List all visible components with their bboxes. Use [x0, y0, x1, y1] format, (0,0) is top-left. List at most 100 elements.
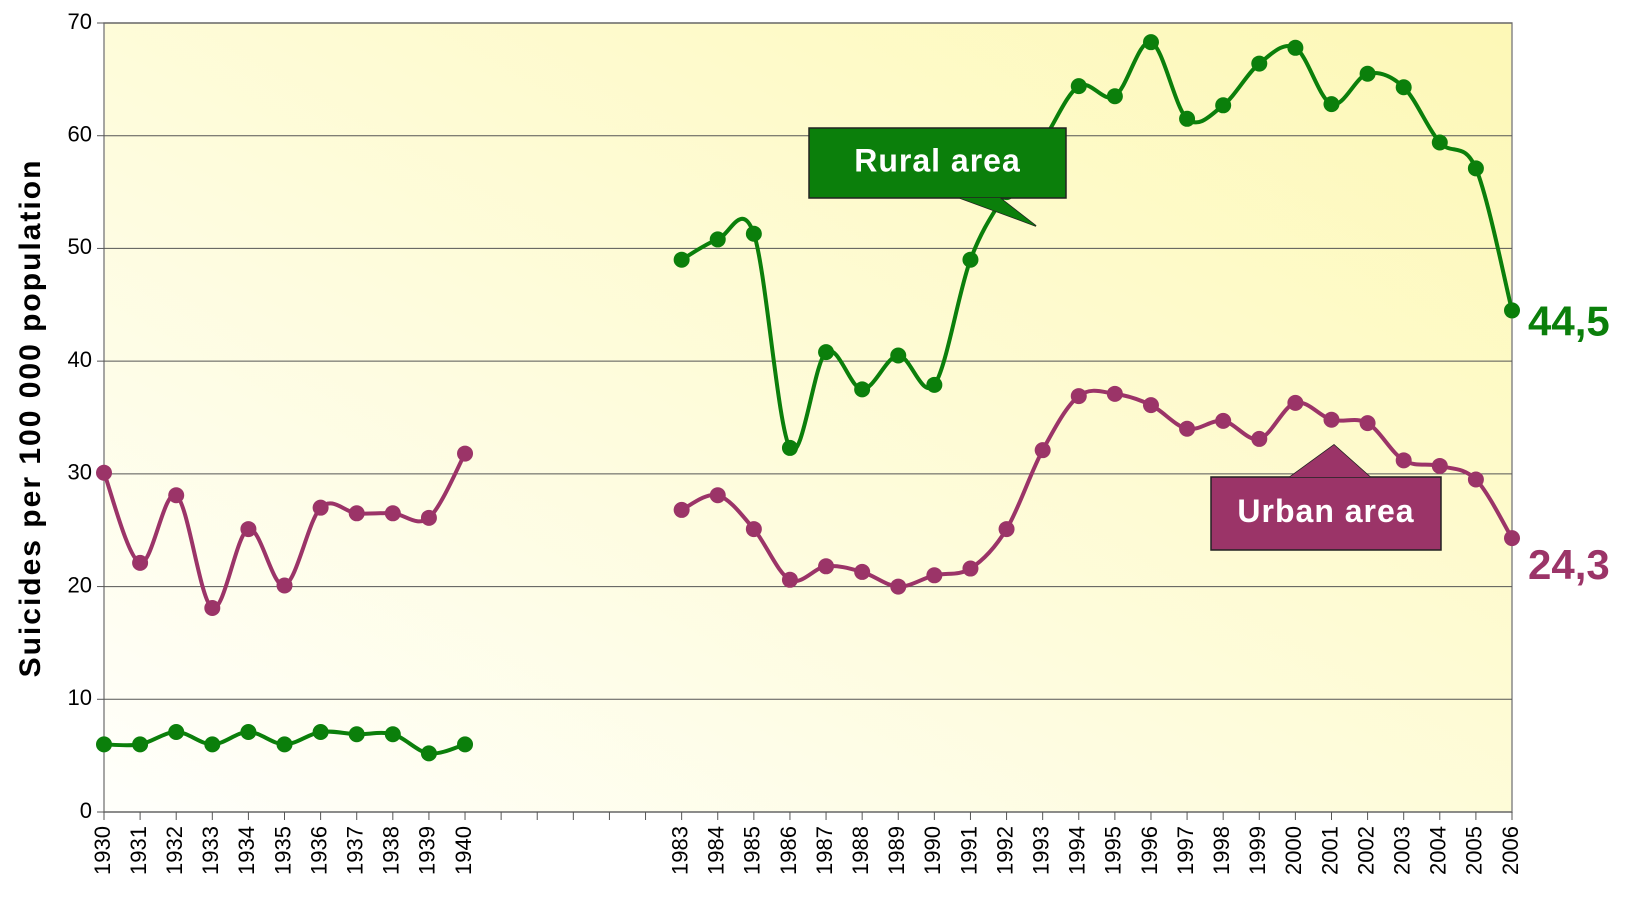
- data-point: [132, 554, 149, 571]
- x-tick-label: 2000: [1281, 826, 1306, 875]
- legend-label: Urban area: [1237, 493, 1414, 529]
- legend-callout: Rural area: [808, 127, 1067, 227]
- y-tick-label: 50: [68, 234, 92, 259]
- data-point: [1106, 385, 1123, 402]
- y-axis-label: Suicides per 100 000 population: [14, 159, 47, 678]
- data-point: [1467, 160, 1484, 177]
- x-tick-label: 2002: [1353, 826, 1378, 875]
- data-point: [1251, 55, 1268, 72]
- y-tick-label: 40: [68, 347, 92, 372]
- data-point: [312, 723, 329, 740]
- x-tick-label: 2006: [1498, 826, 1523, 875]
- data-point: [1431, 457, 1448, 474]
- data-point: [1287, 39, 1304, 56]
- y-tick-label: 30: [68, 460, 92, 485]
- data-point: [998, 521, 1015, 538]
- data-point: [673, 501, 690, 518]
- x-tick-label: 2003: [1390, 826, 1415, 875]
- data-point: [890, 347, 907, 364]
- data-point: [926, 376, 943, 393]
- data-point: [1359, 65, 1376, 82]
- data-point: [457, 445, 474, 462]
- data-point: [1431, 134, 1448, 151]
- x-tick-label: 2004: [1426, 826, 1451, 875]
- data-point: [1395, 452, 1412, 469]
- x-tick-label: 1996: [1137, 826, 1162, 875]
- data-point: [745, 225, 762, 242]
- x-tick-label: 1931: [126, 826, 151, 875]
- data-point: [709, 487, 726, 504]
- data-point: [1070, 78, 1087, 95]
- y-tick-label: 10: [68, 685, 92, 710]
- x-tick-label: 1989: [884, 826, 909, 875]
- x-tick-label: 1983: [667, 826, 692, 875]
- data-point: [1070, 388, 1087, 405]
- data-point: [854, 381, 871, 398]
- legend-label: Rural area: [854, 142, 1021, 178]
- data-point: [1179, 420, 1196, 437]
- x-tick-label: 1993: [1028, 826, 1053, 875]
- x-tick-label: 1997: [1173, 826, 1198, 875]
- end-value-label: 44,5: [1528, 298, 1610, 345]
- data-point: [781, 571, 798, 588]
- data-point: [781, 439, 798, 456]
- data-point: [818, 344, 835, 361]
- data-point: [1504, 302, 1520, 319]
- data-point: [240, 723, 257, 740]
- x-tick-label: 1984: [704, 826, 729, 875]
- data-point: [96, 464, 112, 481]
- data-point: [1251, 430, 1268, 447]
- data-point: [890, 578, 907, 595]
- x-tick-label: 1990: [920, 826, 945, 875]
- data-point: [1106, 88, 1123, 105]
- x-tick-label: 1987: [812, 826, 837, 875]
- callout-tail-fill: [1290, 445, 1370, 477]
- x-tick-label: 1998: [1209, 826, 1234, 875]
- legend-callout: Urban area: [1210, 444, 1442, 551]
- data-point: [348, 726, 365, 743]
- data-point: [204, 736, 221, 753]
- data-point: [276, 736, 293, 753]
- x-tick-label: 1933: [198, 826, 223, 875]
- x-tick-label: 1930: [90, 826, 115, 875]
- data-point: [1359, 415, 1376, 432]
- data-point: [1323, 411, 1340, 428]
- data-point: [1323, 96, 1340, 113]
- x-tick-label: 1934: [234, 826, 259, 875]
- data-point: [384, 726, 401, 743]
- x-tick-label: 1999: [1245, 826, 1270, 875]
- x-tick-label: 1935: [270, 826, 295, 875]
- data-point: [276, 577, 293, 594]
- x-tick-label: 1940: [451, 826, 476, 875]
- data-point: [312, 499, 329, 516]
- data-point: [240, 521, 257, 538]
- data-point: [1215, 412, 1232, 429]
- data-point: [96, 736, 112, 753]
- x-tick-label: 1937: [343, 826, 368, 875]
- data-point: [709, 231, 726, 248]
- x-tick-label: 1988: [848, 826, 873, 875]
- data-point: [457, 736, 474, 753]
- y-tick-label: 60: [68, 122, 92, 147]
- data-point: [204, 599, 221, 616]
- data-point: [673, 251, 690, 268]
- x-tick-label: 2005: [1462, 826, 1487, 875]
- callout-box: [808, 127, 1067, 199]
- x-tick-label: 1994: [1065, 826, 1090, 875]
- data-point: [1142, 34, 1159, 51]
- callout-tail-fill: [960, 198, 1036, 226]
- data-point: [926, 567, 943, 584]
- data-point: [420, 745, 437, 762]
- data-point: [384, 505, 401, 522]
- x-tick-label: 1985: [740, 826, 765, 875]
- y-tick-label: 0: [80, 798, 92, 823]
- x-tick-label: 1932: [162, 826, 187, 875]
- data-point: [962, 251, 979, 268]
- callout-box: [1210, 476, 1442, 551]
- data-point: [1467, 471, 1484, 488]
- data-point: [168, 487, 185, 504]
- end-value-label: 24,3: [1528, 541, 1610, 588]
- x-tick-label: 1986: [776, 826, 801, 875]
- data-point: [1034, 442, 1051, 459]
